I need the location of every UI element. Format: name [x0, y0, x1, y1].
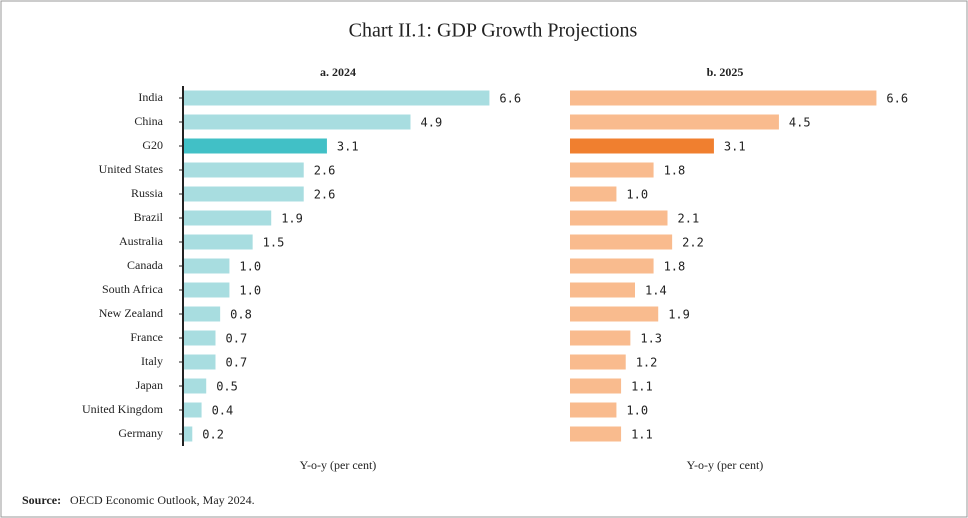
- value-label: 1.8: [664, 164, 686, 178]
- value-label: 4.5: [789, 116, 811, 130]
- y-tick-label: New Zealand: [99, 306, 163, 320]
- value-label: 1.0: [626, 188, 648, 202]
- y-tick-label: Italy: [141, 354, 163, 368]
- value-label: 1.9: [281, 212, 303, 226]
- y-tick-label: Germany: [118, 426, 163, 440]
- value-label: 1.0: [239, 260, 261, 274]
- value-label: 4.9: [421, 116, 443, 130]
- bar: [183, 90, 490, 106]
- value-label: 1.1: [631, 428, 653, 442]
- bar: [183, 378, 207, 394]
- y-tick-label: United Kingdom: [82, 402, 164, 416]
- value-label: 2.6: [314, 188, 336, 202]
- value-label: 3.1: [724, 140, 746, 154]
- subtitle: b. 2025: [707, 65, 744, 79]
- bar: [183, 186, 304, 202]
- value-label: 1.0: [239, 284, 261, 298]
- source-label: Source:: [22, 493, 61, 507]
- value-label: 0.7: [226, 332, 248, 346]
- bar: [183, 114, 411, 130]
- bar: [183, 210, 272, 226]
- value-label: 6.6: [499, 92, 521, 106]
- y-tick-label: Japan: [136, 378, 163, 392]
- value-label: 1.8: [664, 260, 686, 274]
- value-label: 1.1: [631, 380, 653, 394]
- value-label: 2.1: [678, 212, 700, 226]
- y-tick-label: G20: [142, 138, 163, 152]
- bar: [570, 186, 617, 202]
- bar: [183, 402, 202, 418]
- value-label: 1.4: [645, 284, 667, 298]
- bar: [570, 90, 877, 106]
- value-label: 0.2: [202, 428, 224, 442]
- bar: [183, 138, 327, 154]
- value-label: 1.3: [640, 332, 662, 346]
- bar: [570, 354, 626, 370]
- value-label: 2.6: [314, 164, 336, 178]
- y-tick-label: United States: [99, 162, 164, 176]
- x-axis-label: Y-o-y (per cent): [300, 458, 377, 472]
- subtitle: a. 2024: [320, 65, 356, 79]
- value-label: 1.5: [263, 236, 285, 250]
- value-label: 6.6: [886, 92, 908, 106]
- y-tick-label: China: [134, 114, 163, 128]
- value-label: 1.9: [668, 308, 690, 322]
- bar: [183, 306, 221, 322]
- y-tick-label: Russia: [131, 186, 164, 200]
- y-tick-label: France: [130, 330, 163, 344]
- chart-title: Chart II.1: GDP Growth Projections: [349, 20, 638, 42]
- bar: [183, 162, 304, 178]
- bar: [570, 282, 635, 298]
- bar: [570, 258, 654, 274]
- value-label: 2.2: [682, 236, 704, 250]
- bar: [570, 378, 622, 394]
- x-axis-label: Y-o-y (per cent): [687, 458, 764, 472]
- value-label: 0.4: [212, 404, 234, 418]
- bar: [570, 402, 617, 418]
- bar: [570, 234, 673, 250]
- bar: [183, 258, 230, 274]
- value-label: 0.5: [216, 380, 238, 394]
- bar: [183, 354, 216, 370]
- bar: [570, 330, 631, 346]
- bar: [570, 306, 659, 322]
- y-tick-label: Canada: [127, 258, 164, 272]
- bar: [183, 282, 230, 298]
- value-label: 3.1: [337, 140, 359, 154]
- value-label: 0.7: [226, 356, 248, 370]
- bar: [570, 210, 668, 226]
- y-tick-label: Brazil: [134, 210, 164, 224]
- bar: [183, 330, 216, 346]
- bar: [183, 234, 253, 250]
- bar: [570, 138, 714, 154]
- source: OECD Economic Outlook, May 2024.: [70, 493, 255, 507]
- bar: [570, 114, 779, 130]
- value-label: 1.2: [636, 356, 658, 370]
- y-tick-label: Australia: [119, 234, 164, 248]
- y-tick-label: South Africa: [102, 282, 164, 296]
- value-label: 0.8: [230, 308, 252, 322]
- y-tick-label: India: [138, 90, 163, 104]
- bar: [570, 162, 654, 178]
- bar: [183, 426, 193, 442]
- bar: [570, 426, 622, 442]
- value-label: 1.0: [626, 404, 648, 418]
